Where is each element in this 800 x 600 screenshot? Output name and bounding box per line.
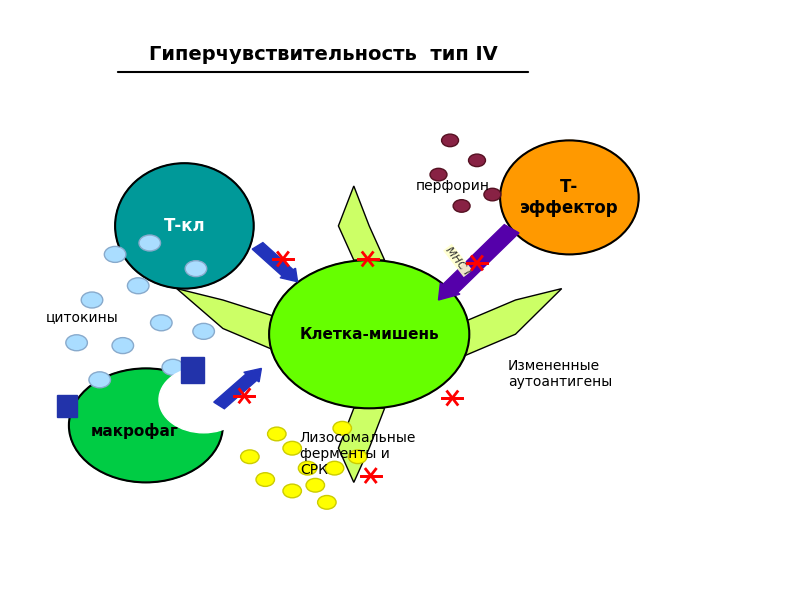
Text: Измененные
аутоантигены: Измененные аутоантигены [508,359,612,389]
Circle shape [298,461,317,475]
Text: МНС I: МНС I [444,245,472,277]
Circle shape [326,461,344,475]
Circle shape [241,450,259,464]
Polygon shape [338,186,385,260]
Circle shape [484,188,501,201]
FancyArrow shape [438,224,519,300]
Circle shape [193,323,214,340]
Polygon shape [177,289,277,351]
Circle shape [162,359,184,375]
Ellipse shape [500,140,638,254]
Text: Клетка-мишень: Клетка-мишень [299,326,439,341]
Text: перфорин: перфорин [415,179,490,193]
Circle shape [139,235,161,251]
Text: Гиперчувствительность  тип IV: Гиперчувствительность тип IV [149,46,498,64]
Circle shape [267,427,286,441]
Circle shape [89,372,110,388]
Ellipse shape [115,163,254,289]
Circle shape [283,442,302,455]
Circle shape [112,338,134,353]
FancyArrow shape [214,368,262,409]
Circle shape [82,292,102,308]
Circle shape [469,154,486,167]
FancyArrow shape [252,242,298,282]
Circle shape [269,260,470,408]
Circle shape [150,315,172,331]
Circle shape [453,200,470,212]
Text: Лизосомальные
ферменты и
СРК: Лизосомальные ферменты и СРК [300,431,416,477]
Circle shape [306,478,325,492]
Text: Т-кл: Т-кл [163,217,206,235]
Text: Т-
эффектор: Т- эффектор [520,178,618,217]
Circle shape [159,367,248,433]
Circle shape [185,260,206,277]
Polygon shape [338,408,385,482]
FancyBboxPatch shape [181,357,204,383]
Circle shape [69,368,223,482]
Circle shape [127,278,149,294]
Circle shape [333,421,351,435]
Text: цитокины: цитокины [46,310,118,324]
Polygon shape [462,289,562,357]
Circle shape [318,496,336,509]
FancyBboxPatch shape [58,395,77,417]
Circle shape [442,134,458,146]
Circle shape [430,169,447,181]
Circle shape [283,484,302,498]
Circle shape [66,335,87,351]
Circle shape [104,247,126,262]
Text: макрофаг: макрофаг [90,423,178,439]
Circle shape [349,450,367,464]
Circle shape [256,473,274,487]
